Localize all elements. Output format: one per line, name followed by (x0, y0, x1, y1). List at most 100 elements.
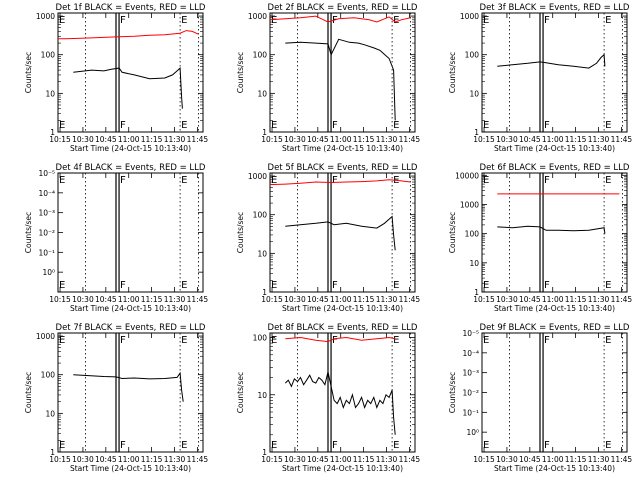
event-marker-label: E (393, 335, 399, 346)
panel-title: Det 6f BLACK = Events, RED = LLD (480, 163, 630, 173)
x-tick-label: 10:30 (496, 135, 518, 144)
event-marker-label: F (544, 15, 550, 26)
y-axis-label: Counts/sec (448, 372, 457, 413)
x-tick-label: 11:00 (330, 295, 352, 304)
series-line-1 (497, 53, 606, 69)
x-tick-label: 10:45 (307, 455, 329, 464)
x-tick-label: 11:15 (353, 455, 375, 464)
event-marker-label: E (605, 175, 611, 186)
x-tick-label: 10:30 (72, 295, 94, 304)
event-marker-label: E (271, 120, 277, 131)
x-axis-label: Start Time (24-Oct-15 10:13:40) (494, 304, 615, 313)
x-tick-label: 11:00 (542, 135, 564, 144)
x-tick-label: 10:45 (95, 295, 117, 304)
event-marker-label: F (120, 175, 126, 186)
event-marker-label: E (393, 280, 399, 291)
x-tick-label: 11:45 (399, 455, 421, 464)
x-tick-label: 10:45 (307, 295, 329, 304)
x-tick-label: 11:30 (376, 295, 398, 304)
y-tick-label: 100 (253, 211, 268, 220)
event-marker-label: E (181, 175, 187, 186)
x-tick-label: 11:00 (542, 295, 564, 304)
event-marker-label: E (271, 175, 277, 186)
series-line-1 (285, 336, 396, 343)
series-line-2 (285, 215, 396, 251)
det-panel-8: Det 8f BLACK = Events, RED = LLD 1 10 100 Co… (236, 323, 420, 473)
x-axis-label: Start Time (24-Oct-15 10:13:40) (494, 464, 615, 473)
y-tick-label: 1000 (248, 172, 267, 181)
y-tick-label: 1 (262, 448, 267, 457)
y-tick-label: 1000 (36, 332, 55, 341)
x-tick-label: 11:00 (542, 455, 564, 464)
x-tick-label: 10:15 (473, 455, 495, 464)
det-panel-3: Det 3f BLACK = Events, RED = LLD 1 10 100 10… (448, 3, 632, 153)
event-marker-label: E (271, 15, 277, 26)
event-marker-label: E (59, 120, 65, 131)
x-tick-label: 11:30 (376, 455, 398, 464)
det-panel-2: Det 2f BLACK = Events, RED = LLD 1 10 100 10… (236, 3, 420, 153)
det-panel-5: Det 5f BLACK = Events, RED = LLD 1 10 100 10… (236, 163, 420, 313)
event-marker-label: F (332, 335, 338, 346)
y-tick-label: 10 (45, 409, 55, 418)
y-tick-label: 1000 (460, 12, 479, 21)
y-tick-label: 100 (41, 51, 56, 60)
y-axis-label: Counts/sec (24, 52, 33, 93)
event-marker-label: E (59, 440, 65, 451)
x-tick-label: 11:45 (611, 295, 633, 304)
y-tick-label: 10⁻² (462, 389, 479, 398)
event-marker-label: E (181, 280, 187, 291)
x-tick-label: 10:15 (49, 455, 71, 464)
panel-title: Det 2f BLACK = Events, RED = LLD (268, 3, 418, 13)
event-marker-label: E (605, 280, 611, 291)
x-tick-label: 10:15 (261, 135, 283, 144)
y-tick-label: 10⁻⁴ (462, 349, 479, 358)
x-tick-label: 10:45 (519, 455, 541, 464)
event-marker-label: F (120, 335, 126, 346)
y-axis-label: Counts/sec (24, 372, 33, 413)
event-marker-label: F (332, 280, 338, 291)
event-marker-label: E (483, 120, 489, 131)
event-marker-label: E (271, 440, 277, 451)
plot-frame (57, 172, 204, 293)
event-marker-label: F (120, 440, 126, 451)
x-tick-label: 11:00 (330, 455, 352, 464)
x-tick-label: 10:45 (95, 135, 117, 144)
panel-title: Det 4f BLACK = Events, RED = LLD (56, 163, 206, 173)
y-tick-label: 1000 (460, 200, 479, 209)
plot-frame (269, 12, 416, 133)
event-marker-label: E (393, 120, 399, 131)
event-marker-label: E (483, 280, 489, 291)
event-marker-label: F (332, 120, 338, 131)
x-tick-label: 11:15 (141, 455, 163, 464)
x-tick-label: 11:30 (164, 295, 186, 304)
plot-frame (57, 332, 204, 453)
y-tick-label: 10⁻⁵ (462, 329, 479, 338)
y-tick-label: 10000 (455, 171, 479, 180)
x-tick-label: 11:30 (588, 295, 610, 304)
x-tick-label: 11:15 (565, 135, 587, 144)
event-marker-label: E (59, 335, 65, 346)
x-tick-label: 11:00 (118, 455, 140, 464)
x-tick-label: 11:00 (118, 135, 140, 144)
event-marker-label: E (59, 15, 65, 26)
series-line-2 (285, 38, 396, 121)
panel-title: Det 1f BLACK = Events, RED = LLD (56, 3, 206, 13)
event-marker-label: E (271, 280, 277, 291)
x-tick-label: 11:30 (588, 135, 610, 144)
event-marker-label: E (483, 440, 489, 451)
x-tick-label: 10:45 (95, 455, 117, 464)
x-tick-label: 10:45 (519, 135, 541, 144)
x-tick-label: 11:30 (376, 135, 398, 144)
y-tick-label: 100 (253, 334, 268, 343)
x-tick-label: 10:15 (473, 295, 495, 304)
event-marker-label: E (59, 280, 65, 291)
y-tick-label: 1 (474, 128, 479, 137)
det-panel-9: Det 9f BLACK = Events, RED = LLD 10⁰ 10⁻¹ 1… (448, 323, 632, 473)
plot-frame (269, 172, 416, 293)
panel-title: Det 9f BLACK = Events, RED = LLD (480, 323, 630, 333)
plot-frame (481, 332, 628, 453)
event-marker-label: F (544, 335, 550, 346)
event-marker-label: E (181, 335, 187, 346)
series-line-1 (58, 30, 199, 40)
